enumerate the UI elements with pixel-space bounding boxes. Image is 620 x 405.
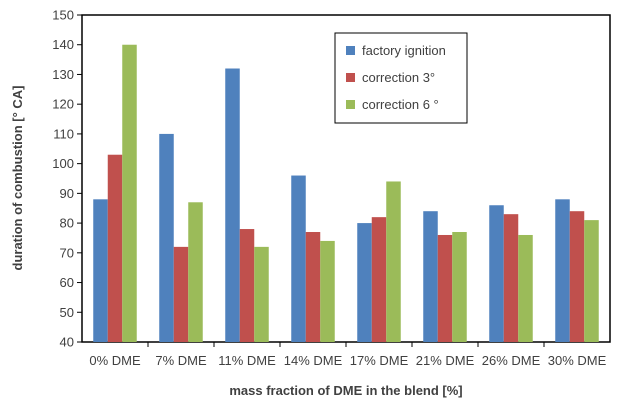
bar [437,234,453,342]
bar [159,133,174,342]
bar [569,211,585,342]
legend-label: correction 6 ° [362,97,439,112]
bar [291,175,306,342]
legend: factory ignition correction 3° correction … [334,32,468,124]
y-tick-label: 50 [60,305,74,320]
y-tick-label: 100 [52,156,74,171]
x-tick-label: 0% DME [89,353,141,368]
y-tick-label: 60 [60,275,74,290]
x-tick-label: 26% DME [482,353,541,368]
y-tick-label: 70 [60,245,74,260]
y-tick-label: 80 [60,216,74,231]
bar [584,220,599,342]
y-tick-label: 150 [52,8,74,23]
x-tick-label: 14% DME [284,353,343,368]
bar [371,217,387,342]
bar [555,199,570,342]
bar [225,68,240,342]
x-axis-title: mass fraction of DME in the blend [%] [229,383,462,398]
y-tick-label: 90 [60,186,74,201]
bar [122,44,137,342]
bar [239,229,255,342]
bar [423,211,438,342]
x-tick-label: 21% DME [416,353,475,368]
bar [93,199,108,342]
legend-swatch [346,73,355,82]
legend-label: correction 3° [362,70,435,85]
bar [489,205,504,342]
bar [305,232,321,342]
bar [503,214,519,342]
y-tick-label: 130 [52,67,74,82]
x-tick-label: 11% DME [218,353,276,368]
bar [173,246,189,342]
y-tick-label: 40 [60,335,74,350]
bar [254,246,269,342]
bar [452,232,467,342]
bar [357,223,372,342]
y-axis-title: duration of combustion [° CA] [10,85,25,270]
bars-group [93,44,599,342]
y-tick-label: 140 [52,37,74,52]
bar [188,202,203,342]
bar [386,181,401,342]
bar [320,240,335,342]
y-tick-label: 120 [52,97,74,112]
y-tick-label: 110 [53,126,74,141]
legend-swatch [346,46,355,55]
legend-items: factory ignition correction 3° correction … [346,43,446,112]
legend-label: factory ignition [362,43,446,58]
bar [107,154,123,342]
x-tick-label: 7% DME [155,353,207,368]
x-axis-ticks: 0% DME 7% DME 11% DME 14% DME 17% DME 21% DME… [89,342,607,368]
legend-box [334,32,468,124]
legend-swatch [346,100,355,109]
x-tick-label: 30% DME [548,353,607,368]
y-axis-ticks: 40 50 60 70 80 90 100 110 120 130 140 150 [52,8,82,350]
x-tick-label: 17% DME [350,353,409,368]
bar [518,234,533,342]
